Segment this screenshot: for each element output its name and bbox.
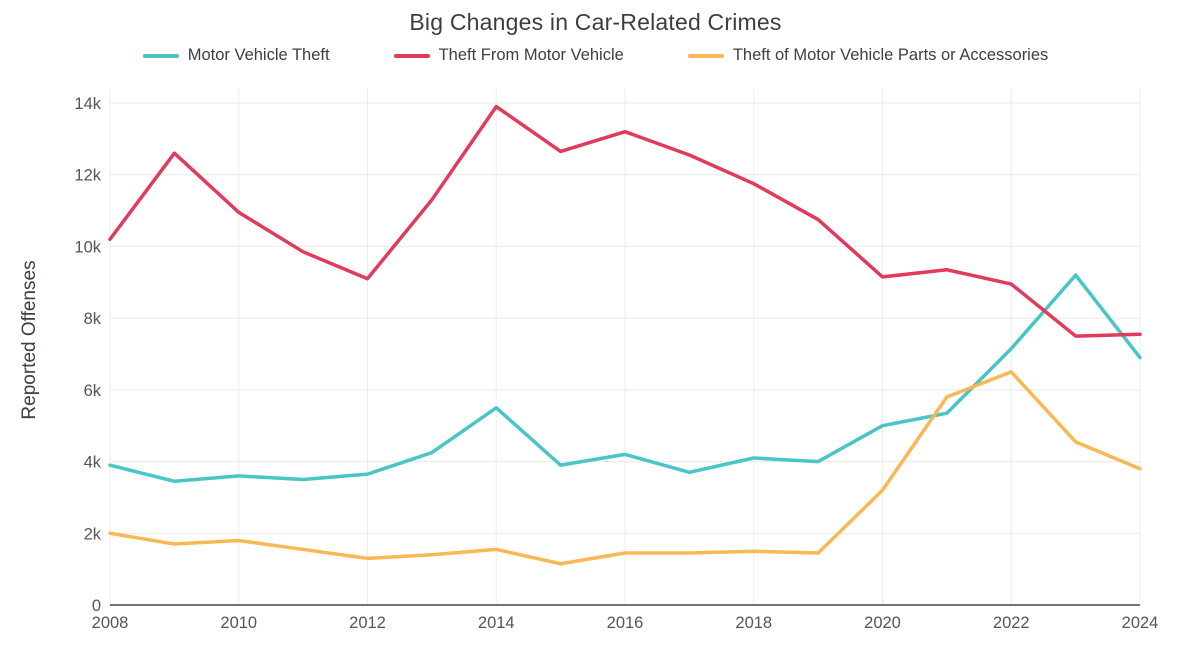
x-tick-label: 2008	[92, 614, 129, 632]
legend: Motor Vehicle Theft Theft From Motor Veh…	[0, 46, 1191, 65]
legend-item-theft-of-parts-or-accessories[interactable]: Theft of Motor Vehicle Parts or Accessor…	[687, 46, 1049, 65]
legend-label: Theft of Motor Vehicle Parts or Accessor…	[732, 46, 1049, 64]
y-tick-label: 6k	[84, 382, 102, 400]
legend-item-motor-vehicle-theft[interactable]: Motor Vehicle Theft	[142, 46, 330, 65]
y-tick-label: 12k	[74, 167, 101, 185]
y-tick-label: 14k	[74, 95, 101, 113]
y-tick-label: 2k	[84, 525, 102, 543]
legend-label: Theft From Motor Vehicle	[438, 46, 624, 64]
x-tick-label: 2016	[607, 614, 644, 632]
x-tick-label: 2020	[864, 614, 901, 632]
legend-label: Motor Vehicle Theft	[187, 46, 330, 64]
y-tick-label: 4k	[84, 454, 102, 472]
y-tick-label: 10k	[74, 238, 101, 256]
legend-line-swatch-teal	[142, 53, 179, 58]
x-tick-label: 2010	[220, 614, 257, 632]
x-tick-label: 2012	[349, 614, 386, 632]
legend-line-swatch-red	[393, 53, 430, 58]
series-line-theft-from-motor-vehicle[interactable]	[108, 104, 1142, 338]
chart-title: Big Changes in Car-Related Crimes	[409, 9, 782, 35]
y-tick-label: 8k	[84, 310, 102, 328]
x-tick-label: 2024	[1122, 614, 1159, 632]
legend-item-theft-from-motor-vehicle[interactable]: Theft From Motor Vehicle	[393, 46, 624, 65]
y-tick-label: 0	[92, 597, 101, 615]
x-tick-label: 2018	[735, 614, 772, 632]
legend-line-swatch-yellow	[687, 53, 724, 58]
x-tick-label: 2014	[478, 614, 515, 632]
x-tick-label: 2022	[993, 614, 1030, 632]
series-line-theft-of-motor-vehicle-parts-or-accessories[interactable]	[108, 370, 1142, 566]
series-line-motor-vehicle-theft[interactable]	[108, 273, 1142, 484]
